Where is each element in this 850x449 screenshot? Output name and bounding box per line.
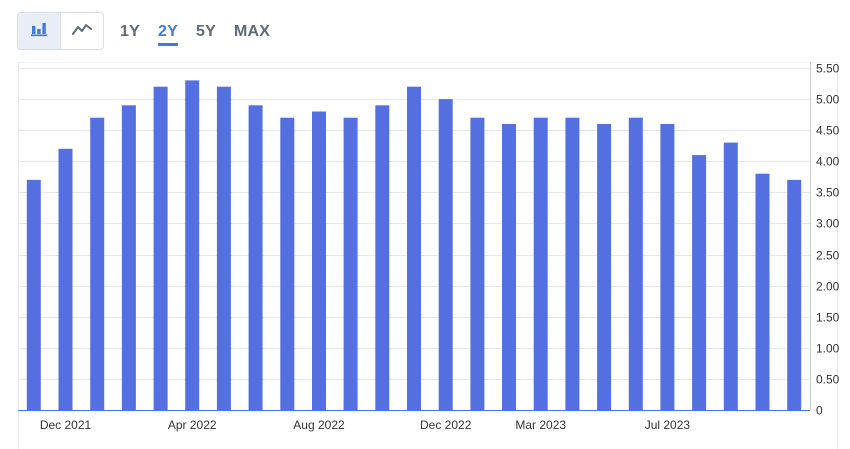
y-tick-label: 3.00 <box>816 217 840 231</box>
bar <box>597 124 612 410</box>
range-max-button[interactable]: MAX <box>233 22 271 40</box>
range-1y-button[interactable]: 1Y <box>120 22 140 40</box>
bar <box>438 99 453 410</box>
y-tick-label: 2.00 <box>816 280 840 294</box>
bar <box>343 117 358 410</box>
bar <box>533 117 548 410</box>
x-tick-label: Aug 2022 <box>293 418 345 432</box>
x-tick-label: Apr 2022 <box>168 418 217 432</box>
bar <box>692 155 707 410</box>
bar <box>153 86 168 410</box>
y-tick-label: 2.50 <box>816 249 840 263</box>
bar <box>470 117 485 410</box>
y-tick-label: 4.00 <box>816 155 840 169</box>
bar <box>216 86 231 410</box>
bar <box>723 142 738 410</box>
bar <box>660 124 675 410</box>
y-tick-label: 0.50 <box>816 373 840 387</box>
y-tick-label: 3.50 <box>816 186 840 200</box>
y-tick-label: 1.50 <box>816 311 840 325</box>
range-selector: 1Y 2Y 5Y MAX <box>120 17 288 46</box>
chart-toolbar: 1Y 2Y 5Y MAX <box>17 12 288 50</box>
y-tick-label: 1.00 <box>816 342 840 356</box>
bar-chart: 0 0.50 1.00 1.50 2.00 2.50 3.00 3.50 4.00 4.50 5.0… <box>18 62 840 449</box>
bar-chart-button[interactable] <box>18 13 60 49</box>
bar <box>312 111 326 410</box>
bar <box>121 105 136 411</box>
x-tick-label: Jul 2023 <box>645 418 691 432</box>
x-tick-label: Mar 2023 <box>515 418 566 432</box>
bar <box>26 179 41 410</box>
bar <box>628 117 643 410</box>
range-2y-button[interactable]: 2Y <box>157 17 178 46</box>
bar <box>58 148 73 411</box>
line-chart-button[interactable] <box>60 13 103 49</box>
x-tick-label: Dec 2021 <box>40 418 92 432</box>
bar <box>407 86 421 410</box>
bar-chart-icon <box>30 21 48 42</box>
bar <box>787 179 802 410</box>
bar <box>375 105 390 411</box>
chart-type-toggle <box>17 12 104 50</box>
bar <box>280 117 295 410</box>
bar <box>185 80 200 411</box>
line-chart-icon <box>72 22 92 41</box>
y-tick-label: 5.00 <box>816 93 840 107</box>
y-tick-label: 5.50 <box>816 62 840 76</box>
range-5y-button[interactable]: 5Y <box>195 22 216 40</box>
bar <box>755 173 770 410</box>
bar <box>565 117 580 410</box>
y-tick-label: 0 <box>816 404 823 418</box>
y-tick-label: 4.50 <box>816 124 840 138</box>
x-tick-label: Dec 2022 <box>420 418 472 432</box>
bar <box>502 124 516 410</box>
bar <box>90 117 105 410</box>
bar <box>248 105 263 411</box>
